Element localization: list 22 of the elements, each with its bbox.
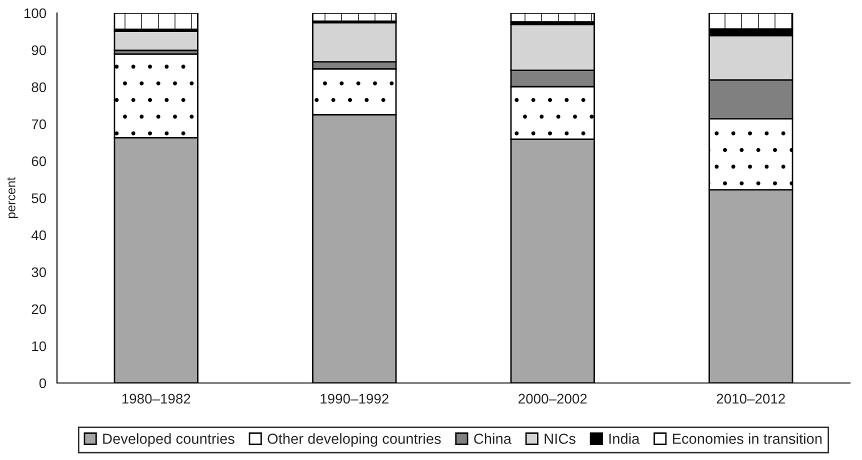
legend-label: Economies in transition [672, 433, 822, 444]
y-tick-label: 100 [24, 8, 46, 18]
legend-label: Other developing countries [268, 433, 441, 447]
x-tick-label: 2010–2012 [716, 394, 785, 404]
y-tick-label: 0 [39, 378, 46, 388]
y-tick-label: 50 [32, 193, 46, 204]
y-tick-label: 90 [32, 45, 46, 56]
x-tick-label: 1990–1992 [320, 394, 388, 404]
legend-label: Developed countries [103, 433, 234, 447]
y-tick-label: 20 [32, 304, 46, 314]
y-axis-title: percent [7, 177, 18, 218]
x-tick-label: 1980–1982 [122, 394, 190, 404]
legend-label: NICs [544, 434, 576, 444]
legend-label: India [609, 433, 640, 444]
y-tick-label: 40 [31, 230, 46, 240]
x-tick-label: 2000–2002 [518, 394, 587, 404]
y-tick-label: 30 [32, 267, 46, 278]
y-tick-label: 70 [32, 119, 46, 130]
y-tick-label: 80 [32, 82, 46, 92]
y-tick-label: 10 [32, 341, 46, 352]
y-tick-label: 60 [32, 156, 46, 166]
legend-label: China [474, 433, 512, 444]
